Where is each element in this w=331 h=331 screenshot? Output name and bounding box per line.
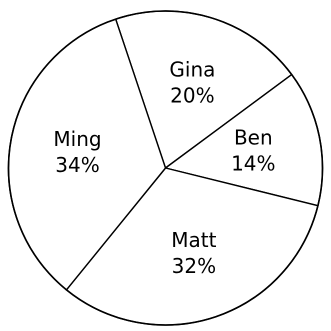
slice-label-ming: Ming (53, 127, 101, 151)
pie-outline (7, 10, 324, 326)
pie-slices (7, 10, 324, 326)
slice-value-gina: 20% (170, 84, 214, 108)
slice-label-gina: Gina (169, 58, 215, 82)
slice-value-matt: 32% (172, 254, 216, 278)
slice-value-ben: 14% (231, 152, 275, 176)
slice-label-ben: Ben (234, 126, 273, 150)
slice-label-matt: Matt (171, 228, 216, 252)
slice-value-ming: 34% (55, 153, 99, 177)
